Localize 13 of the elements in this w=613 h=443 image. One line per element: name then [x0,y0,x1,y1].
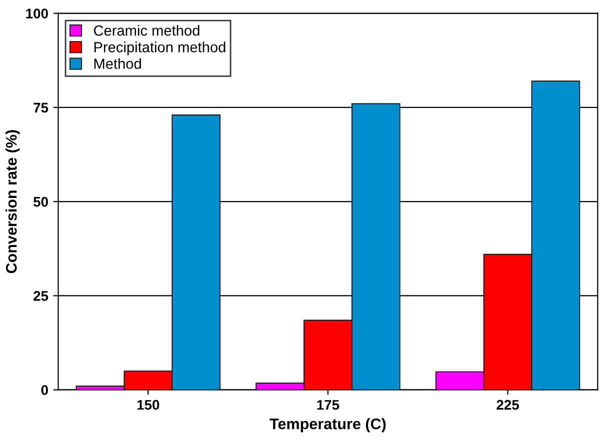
x-tick-label: 225 [496,400,519,410]
x-axis-title: Temperature (C) [270,418,386,432]
x-tick-label: 175 [317,400,340,410]
y-tick-label: 100 [26,8,48,18]
legend-label: Method [94,58,141,69]
y-tick-label: 25 [34,291,48,301]
y-tick-label: 0 [41,385,48,396]
legend-label: Precipitation method [94,42,226,56]
legend-label: Ceramic method [94,25,200,36]
y-tick-label: 75 [34,102,48,113]
x-tick-label: 150 [137,400,160,410]
y-axis-title: Conversion rate (%) [6,130,20,274]
y-tick-label: 50 [33,196,48,207]
